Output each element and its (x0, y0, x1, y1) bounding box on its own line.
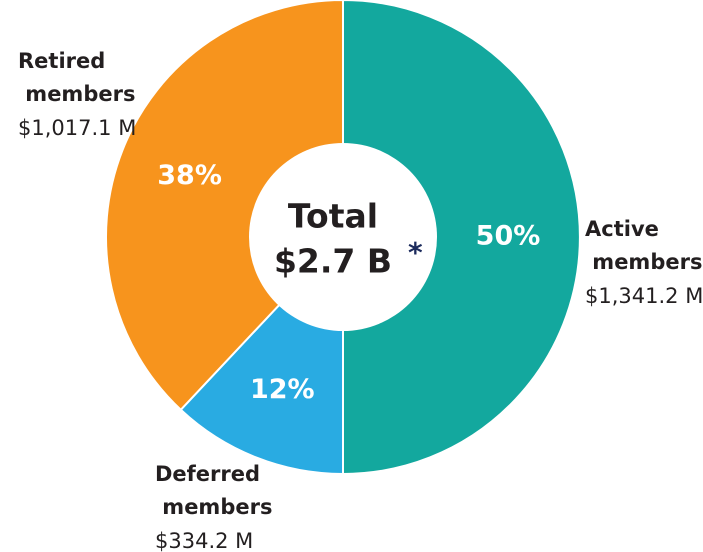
category-label: Active members (585, 217, 702, 274)
center-title: Total (288, 197, 378, 236)
percent-label: 50% (476, 221, 541, 252)
amount-label: $1,341.2 M (585, 284, 703, 308)
center-note: * (408, 236, 423, 269)
amount-label: $334.2 M (155, 529, 253, 552)
amount-label: $1,017.1 M (18, 116, 136, 140)
category-label: Deferred members (155, 462, 272, 519)
donut-hole (249, 143, 437, 331)
percent-label: 12% (250, 374, 315, 405)
category-label: Retired members (18, 49, 135, 106)
percent-label: 38% (157, 160, 222, 191)
center-value: $2.7 B (274, 242, 392, 281)
slice (105, 0, 344, 412)
slice (342, 0, 581, 476)
